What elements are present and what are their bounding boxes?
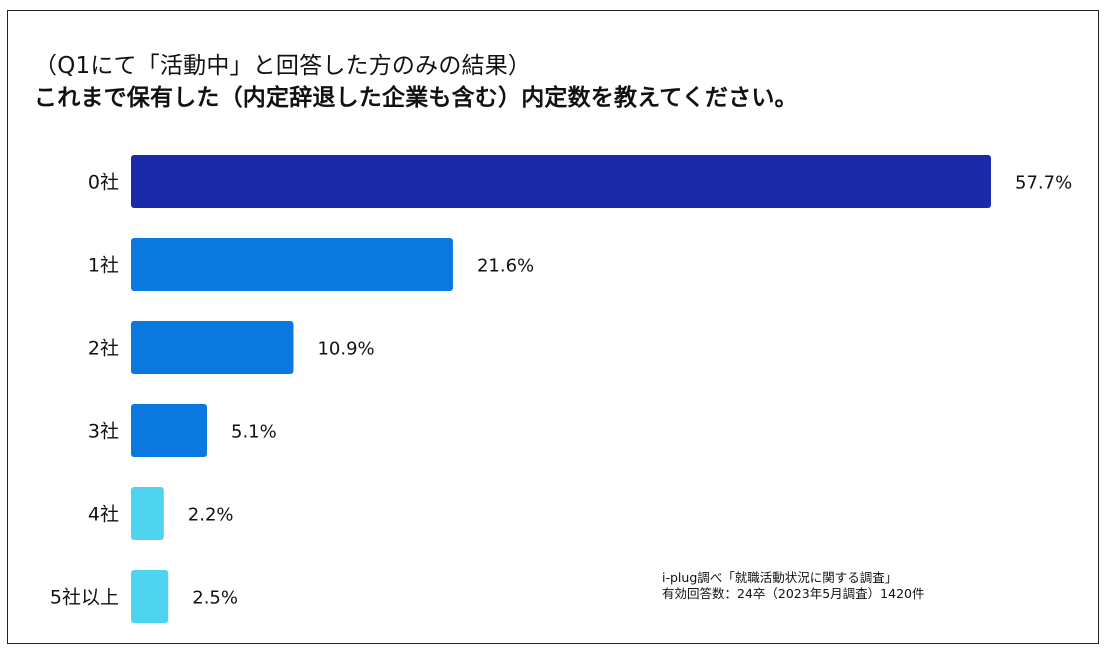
source-line2: 有効回答数：24卒（2023年5月調査）1420件 xyxy=(662,586,925,601)
bar xyxy=(131,238,453,291)
category-label: 3社 xyxy=(88,421,119,443)
category-label: 4社 xyxy=(88,504,119,526)
category-label: 0社 xyxy=(88,172,119,194)
chart-title-line2: これまで保有した（内定辞退した企業も含む）内定数を教えてください。 xyxy=(34,85,798,111)
value-label: 10.9% xyxy=(317,339,374,360)
bar xyxy=(131,404,208,457)
bar xyxy=(131,487,164,540)
value-label: 2.2% xyxy=(188,505,234,526)
source-line1: i-plug調べ「就職活動状況に関する調査」 xyxy=(662,570,898,585)
value-label: 57.7% xyxy=(1015,173,1072,194)
value-label: 2.5% xyxy=(192,588,238,609)
bar xyxy=(131,570,169,623)
category-label: 2社 xyxy=(88,338,119,360)
bar xyxy=(131,155,991,208)
value-label: 5.1% xyxy=(231,422,277,443)
category-label: 1社 xyxy=(88,255,119,277)
chart-title-line1: （Q1にて「活動中」と回答した方のみの結果） xyxy=(34,53,532,79)
chart-title: （Q1にて「活動中」と回答した方のみの結果） これまで保有した（内定辞退した企業… xyxy=(34,50,798,114)
category-label: 5社以上 xyxy=(50,587,119,609)
value-label: 21.6% xyxy=(477,256,534,277)
source-note: i-plug調べ「就職活動状況に関する調査」 有効回答数：24卒（2023年5月… xyxy=(662,570,924,602)
bar xyxy=(131,321,294,374)
